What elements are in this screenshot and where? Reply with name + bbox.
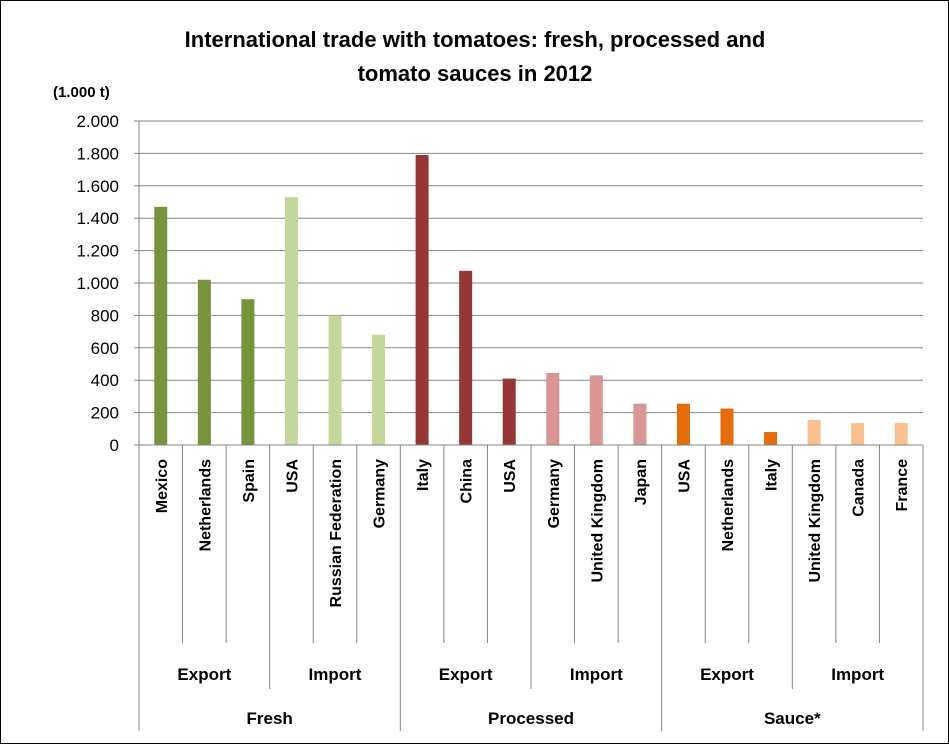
bar-15 xyxy=(764,432,778,445)
y-tick-label: 1.400 xyxy=(76,209,119,228)
subgroup-label: Import xyxy=(309,665,362,684)
bar-6 xyxy=(372,334,386,445)
category-label: Germany xyxy=(546,459,563,528)
category-label: USA xyxy=(676,459,693,493)
y-tick-label: 600 xyxy=(91,339,119,358)
bar-13 xyxy=(676,403,690,445)
y-tick-label: 0 xyxy=(110,436,119,455)
y-tick-label: 1.800 xyxy=(76,144,119,163)
bar-11 xyxy=(589,375,603,445)
category-label: United Kingdom xyxy=(589,459,606,583)
category-label: Italy xyxy=(415,459,432,491)
category-label: Japan xyxy=(633,459,650,505)
bar-16 xyxy=(807,419,821,445)
category-label: Germany xyxy=(372,459,389,528)
bar-3 xyxy=(241,299,255,445)
bar-5 xyxy=(328,315,342,445)
y-tick-label: 200 xyxy=(91,404,119,423)
y-tick-label: 400 xyxy=(91,371,119,390)
y-tick-label: 800 xyxy=(91,306,119,325)
bar-8 xyxy=(459,270,473,445)
category-label: Canada xyxy=(851,459,868,517)
bar-18 xyxy=(894,423,908,445)
bar-2 xyxy=(197,279,211,445)
category-label: Mexico xyxy=(154,459,171,513)
bar-9 xyxy=(502,378,516,445)
category-label: France xyxy=(894,459,911,512)
category-label: USA xyxy=(502,459,519,493)
category-label: Netherlands xyxy=(720,459,737,552)
subgroup-label: Export xyxy=(439,665,493,684)
y-tick-label: 2.000 xyxy=(76,112,119,131)
bar-14 xyxy=(720,408,734,445)
group-label: Processed xyxy=(488,709,574,728)
bar-7 xyxy=(415,155,429,445)
y-tick-label: 1.000 xyxy=(76,274,119,293)
bar-4 xyxy=(284,197,298,445)
subgroup-label: Export xyxy=(177,665,231,684)
subgroup-label: Import xyxy=(570,665,623,684)
category-label: China xyxy=(459,459,476,504)
y-unit-label: (1.000 t) xyxy=(53,84,110,101)
bar-1 xyxy=(154,206,168,445)
category-label: United Kingdom xyxy=(807,459,824,583)
group-label: Fresh xyxy=(247,709,293,728)
bar-10 xyxy=(546,372,560,445)
bar-12 xyxy=(633,403,647,445)
group-label: Sauce* xyxy=(764,709,821,728)
subgroup-label: Export xyxy=(700,665,754,684)
category-label: Italy xyxy=(764,459,781,491)
subgroup-label: Import xyxy=(831,665,884,684)
category-label: Russian Federation xyxy=(328,459,345,607)
category-label: Netherlands xyxy=(197,459,214,552)
y-tick-label: 1.200 xyxy=(76,242,119,261)
bar-17 xyxy=(851,423,865,445)
chart-title-line-1: International trade with tomatoes: fresh… xyxy=(185,27,766,52)
category-label: Spain xyxy=(241,459,258,503)
y-tick-label: 1.600 xyxy=(76,177,119,196)
chart-title-line-2: tomato sauces in 2012 xyxy=(358,61,593,86)
category-label: USA xyxy=(284,459,301,493)
